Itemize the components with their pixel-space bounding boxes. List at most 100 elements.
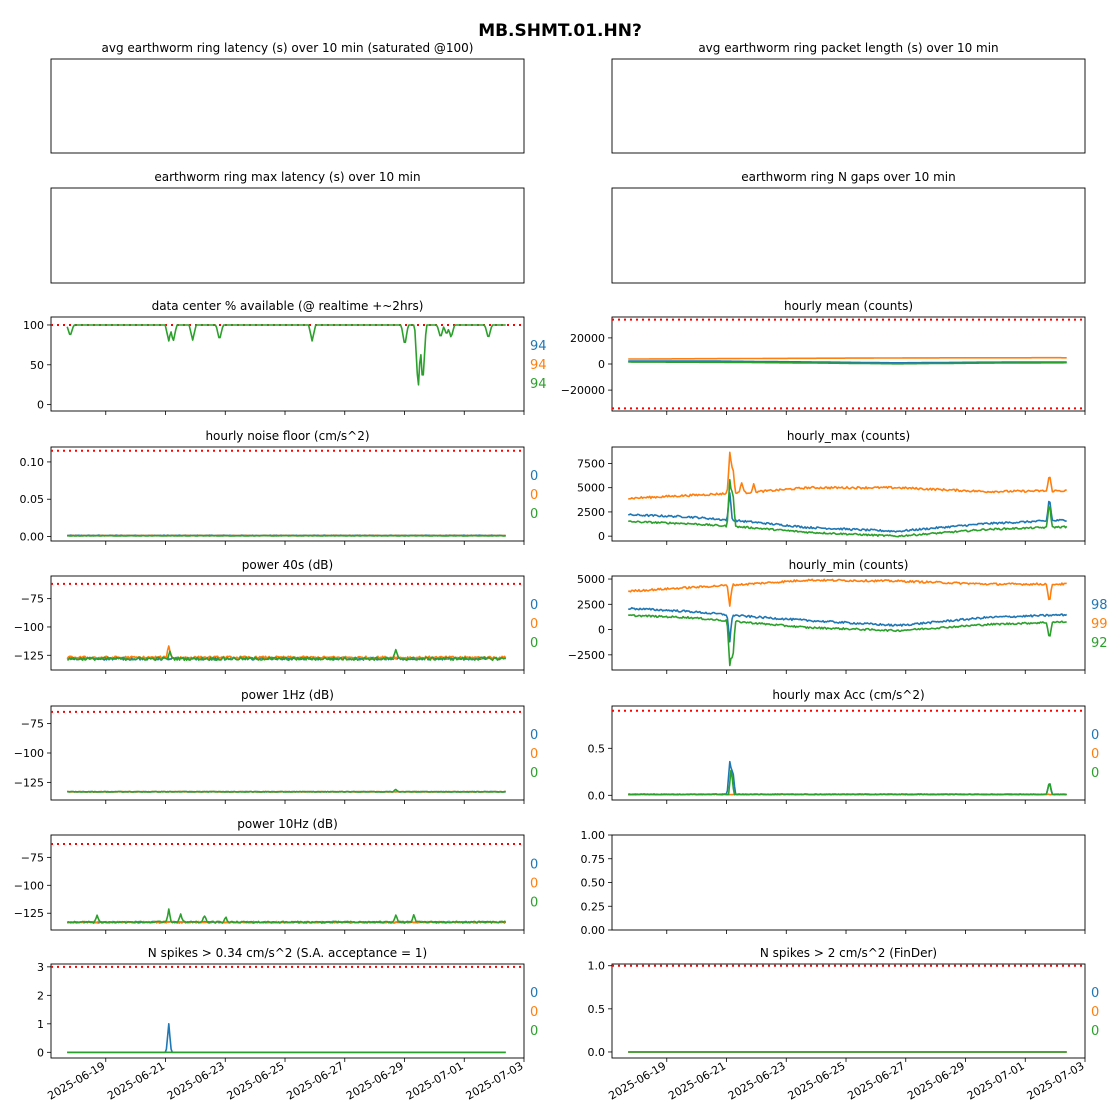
axes-frame — [50, 187, 525, 284]
panel-title: data center % available (@ realtime +~2h… — [152, 299, 424, 313]
x-tick-label: 2025-06-27 — [845, 1059, 907, 1102]
panel-p11: power 1Hz (dB) −75 −100 −125 0 0 0 — [14, 688, 538, 804]
axes-frame — [50, 963, 525, 1059]
y-tick-label: −75 — [21, 851, 44, 864]
series-value-label: 0 — [530, 598, 538, 613]
y-tick-label: −100 — [14, 747, 44, 760]
y-tick-label: −75 — [21, 593, 44, 606]
x-tick-label: 2025-06-25 — [786, 1059, 848, 1102]
panel-p2: avg earthworm ring packet length (s) ove… — [611, 41, 1086, 154]
series-value-label: 0 — [1091, 1005, 1099, 1020]
y-tick-label: −125 — [14, 649, 44, 662]
plot-area — [51, 842, 524, 924]
panel-p13: power 10Hz (dB) −75 −100 −125 0 0 0 — [14, 817, 538, 934]
series-value-label: 0 — [530, 1005, 538, 1020]
x-tick-label: 2025-06-27 — [284, 1059, 346, 1102]
series-line — [628, 578, 1067, 607]
panel-title: hourly mean (counts) — [784, 299, 913, 313]
series-value-label: 0 — [530, 728, 538, 743]
series-value-label: 0 — [530, 896, 538, 911]
y-tick-label: 0 — [598, 358, 605, 371]
panel-p5: data center % available (@ realtime +~2h… — [23, 299, 547, 415]
series-value-label: 0 — [1091, 986, 1099, 1001]
axes-frame — [50, 834, 525, 931]
panel-title: avg earthworm ring latency (s) over 10 m… — [102, 41, 474, 55]
plot-area — [612, 964, 1085, 1053]
axes-frame — [611, 446, 1086, 542]
panel-p14: 0.00 0.25 0.50 0.75 1.00 — [581, 829, 1086, 937]
y-tick-label: 0.10 — [20, 456, 45, 469]
axes-frame — [50, 705, 525, 801]
y-tick-label: 50 — [30, 359, 44, 372]
x-tick-label: 2025-07-03 — [1025, 1059, 1087, 1102]
panel-title: avg earthworm ring packet length (s) ove… — [698, 41, 998, 55]
series-value-label: 0 — [530, 766, 538, 781]
axes-frame — [50, 316, 525, 412]
y-tick-label: 0.0 — [588, 789, 606, 802]
axes-frame — [50, 58, 525, 154]
x-tick-label: 2025-06-21 — [666, 1059, 728, 1102]
y-tick-label: 3 — [37, 961, 44, 974]
panel-p16: N spikes > 2 cm/s^2 (FinDer) 0.0 0.5 1.0 202… — [588, 946, 1100, 1103]
y-tick-label: 2500 — [577, 506, 605, 519]
panel-title: power 1Hz (dB) — [241, 688, 334, 702]
y-tick-label: 0.5 — [588, 742, 606, 755]
y-tick-label: 0 — [598, 624, 605, 637]
plot-area — [51, 965, 524, 1054]
series-value-label: 0 — [1091, 728, 1099, 743]
series-line — [627, 769, 1067, 796]
x-tick-label: 2025-06-21 — [105, 1059, 167, 1102]
y-tick-label: 0.00 — [20, 531, 45, 544]
series-line — [628, 760, 1067, 796]
series-line — [628, 614, 1067, 667]
panel-p15: N spikes > 0.34 cm/s^2 (S.A. acceptance … — [37, 946, 538, 1103]
x-tick-label: 2025-07-03 — [464, 1059, 526, 1102]
y-tick-label: 0.25 — [581, 900, 606, 913]
series-value-label: 98 — [1091, 598, 1108, 613]
axes-frame — [611, 58, 1086, 154]
panel-p6: hourly mean (counts) 20000 0 −20000 — [561, 299, 1086, 415]
series-line — [67, 1023, 506, 1054]
y-tick-label: 20000 — [570, 332, 605, 345]
series-value-label: 92 — [1091, 636, 1108, 651]
panel-p1: avg earthworm ring latency (s) over 10 m… — [50, 41, 525, 154]
series-value-label: 0 — [1091, 747, 1099, 762]
x-tick-label: 2025-06-19 — [606, 1059, 668, 1102]
panel-title: hourly_max (counts) — [787, 429, 910, 443]
series-line — [628, 451, 1067, 500]
y-tick-label: 1 — [37, 1018, 44, 1031]
panel-p3: earthworm ring max latency (s) over 10 m… — [50, 170, 525, 284]
y-tick-label: 2 — [37, 989, 44, 1002]
panel-p12: hourly max Acc (cm/s^2) 0.0 0.5 0 0 0 — [588, 688, 1099, 804]
series-line — [66, 324, 506, 386]
x-tick-label: 2025-06-25 — [225, 1059, 287, 1102]
y-tick-label: 0.5 — [588, 1003, 606, 1016]
panel-title: hourly noise floor (cm/s^2) — [205, 429, 369, 443]
series-value-label: 99 — [1091, 617, 1108, 632]
series-value-label: 0 — [530, 469, 538, 484]
series-line — [628, 606, 1068, 643]
y-tick-label: −20000 — [561, 384, 605, 397]
x-tick-label: 2025-07-01 — [404, 1059, 466, 1102]
y-tick-label: 0.05 — [20, 493, 45, 506]
y-tick-label: −100 — [14, 879, 44, 892]
y-tick-label: −75 — [21, 718, 44, 731]
panel-p4: earthworm ring N gaps over 10 min — [611, 170, 1086, 284]
plot-area — [51, 323, 524, 386]
plot-area — [612, 318, 1085, 410]
panel-p8: hourly_max (counts) 0 2500 5000 7500 — [577, 429, 1086, 545]
panel-title: power 10Hz (dB) — [237, 817, 338, 831]
y-tick-label: 5000 — [577, 573, 605, 586]
y-tick-label: 0.75 — [581, 853, 606, 866]
series-value-label: 0 — [530, 488, 538, 503]
axes-frame — [611, 575, 1086, 671]
plot-area — [628, 578, 1068, 667]
series-value-label: 0 — [530, 747, 538, 762]
series-value-label: 0 — [530, 877, 538, 892]
series-value-label: 0 — [530, 986, 538, 1001]
x-tick-label: 2025-06-19 — [45, 1059, 107, 1102]
y-tick-label: 0.0 — [588, 1046, 606, 1059]
x-tick-label: 2025-06-23 — [726, 1059, 788, 1102]
panel-title: earthworm ring N gaps over 10 min — [741, 170, 955, 184]
y-tick-label: 1.00 — [581, 829, 606, 842]
